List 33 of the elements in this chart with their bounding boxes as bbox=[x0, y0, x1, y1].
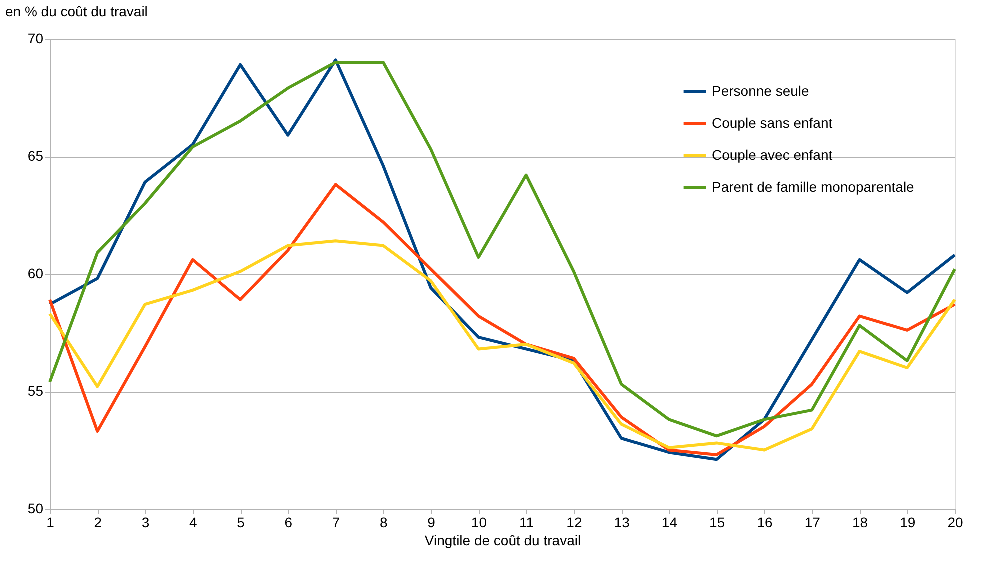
x-tick-label: 2 bbox=[94, 514, 102, 530]
x-tick-label: 10 bbox=[471, 514, 488, 530]
x-tick-label: 17 bbox=[804, 514, 821, 530]
legend-label: Couple sans enfant bbox=[712, 115, 833, 131]
y-axis-title: en % du coût du travail bbox=[6, 4, 148, 20]
legend-label: Couple avec enfant bbox=[712, 147, 833, 163]
y-tick-label: 50 bbox=[28, 500, 44, 516]
x-tick-label: 19 bbox=[900, 514, 916, 530]
x-tick-label: 9 bbox=[428, 514, 436, 530]
y-tick-label: 65 bbox=[28, 148, 44, 164]
x-tick-label: 18 bbox=[852, 514, 868, 530]
x-tick-label: 16 bbox=[757, 514, 773, 530]
x-tick-label: 5 bbox=[237, 514, 246, 530]
x-axis-title: Vingtile de coût du travail bbox=[424, 532, 582, 548]
legend-label: Parent de famille monoparentale bbox=[712, 179, 915, 195]
x-tick-label: 6 bbox=[284, 514, 293, 530]
x-tick-label: 4 bbox=[189, 514, 198, 530]
y-tick-label: 55 bbox=[28, 383, 44, 399]
line-series bbox=[48, 240, 956, 452]
x-tick-label: 3 bbox=[142, 514, 150, 530]
legend-label: Personne seule bbox=[712, 83, 810, 99]
x-tick-label: 7 bbox=[332, 514, 340, 530]
x-tick-label: 13 bbox=[614, 514, 630, 530]
x-tick-label: 14 bbox=[662, 514, 678, 530]
x-tick-label: 11 bbox=[520, 514, 534, 530]
line-series bbox=[48, 183, 956, 456]
y-tick-label: 70 bbox=[28, 30, 44, 46]
x-tick-label: 8 bbox=[380, 514, 388, 530]
x-tick-label: 1 bbox=[46, 514, 55, 530]
x-tick-label: 15 bbox=[710, 514, 726, 530]
y-tick-label: 60 bbox=[28, 266, 44, 282]
x-tick-label: 20 bbox=[948, 514, 964, 530]
x-tick-label: 12 bbox=[566, 514, 582, 530]
